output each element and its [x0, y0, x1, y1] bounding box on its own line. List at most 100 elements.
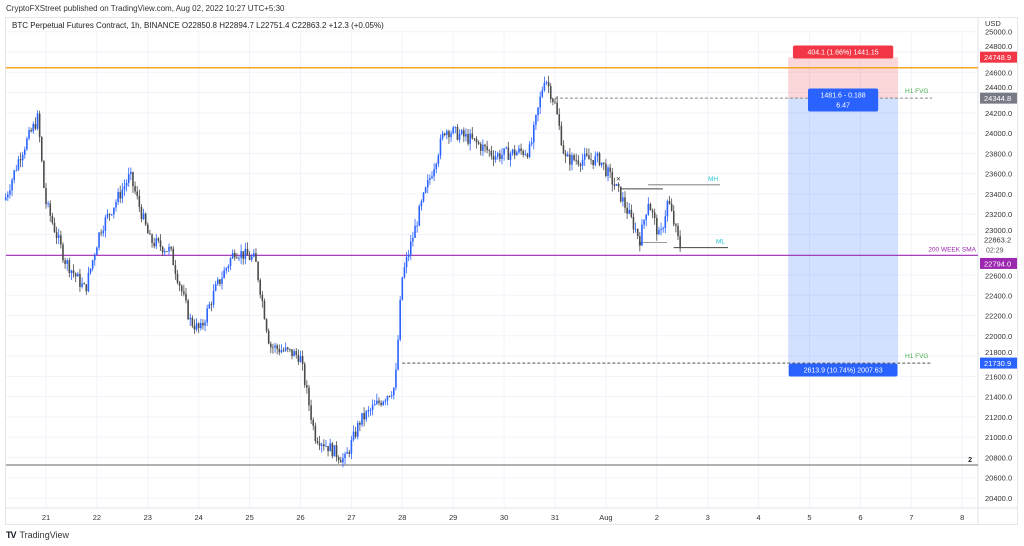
candle-up [376, 400, 378, 405]
candle-down [149, 233, 151, 235]
candle-down [170, 246, 172, 249]
publisher-line: CryptoFXStreet published on TradingView.… [6, 4, 285, 13]
candle-up [494, 156, 497, 160]
time-axis-label: 27 [347, 513, 355, 522]
candle-down [586, 153, 588, 156]
candle-down [522, 151, 524, 155]
candle-up [168, 246, 170, 252]
candle-down [337, 457, 340, 461]
price-axis-label: 23000.0 [985, 226, 1012, 235]
candle-down [312, 419, 315, 426]
candle-down [513, 149, 516, 156]
candle-up [325, 445, 327, 447]
candle-up [571, 155, 573, 165]
price-axis-label: 21400.0 [985, 393, 1012, 402]
candle-up [17, 159, 20, 170]
candle-down [153, 243, 155, 247]
candle-up [238, 257, 240, 259]
candle-up [244, 248, 247, 259]
candle-up [607, 167, 609, 177]
candle-down [471, 133, 474, 139]
bar-countdown: 02:29 [986, 247, 1004, 254]
candle-up [429, 178, 431, 181]
candle-up [115, 201, 117, 208]
candle-down [573, 155, 575, 160]
candle-down [174, 265, 177, 274]
candle-down [289, 348, 291, 350]
candle-up [382, 401, 385, 405]
price-axis-label: 23600.0 [985, 170, 1012, 179]
candle-down [187, 300, 189, 320]
candle-up [299, 356, 302, 362]
candle-up [227, 266, 230, 269]
candle-up [399, 299, 401, 340]
candle-up [208, 304, 211, 309]
candle-up [511, 149, 514, 154]
candle-down [492, 155, 495, 160]
candle-down [74, 273, 77, 277]
price-axis-label: 23400.0 [985, 190, 1012, 199]
candle-up [32, 123, 35, 132]
candle-down [335, 445, 338, 458]
candle-up [320, 444, 323, 446]
candle-up [615, 183, 618, 186]
candle-up [9, 190, 11, 195]
stop-price-tag: 24748.9 [984, 53, 1011, 62]
candle-up [329, 443, 331, 452]
candle-up [516, 152, 518, 156]
tradingview-logo-mark: TV [6, 530, 16, 540]
tradingview-logo[interactable]: TV TradingView [6, 530, 69, 540]
candle-down [68, 260, 71, 273]
candle-down [520, 148, 522, 152]
candle-down [653, 212, 656, 218]
candle-down [246, 248, 249, 256]
candle-down [479, 143, 482, 151]
stop-loss-label: 404.1 (1.66%) 1441.15 [807, 50, 878, 57]
time-axis-label: 22 [93, 513, 101, 522]
candle-up [469, 133, 471, 144]
candle-up [77, 273, 79, 277]
candle-down [656, 217, 658, 235]
candle-up [352, 431, 355, 440]
candle-down [53, 222, 56, 233]
time-axis-label: 31 [551, 513, 559, 522]
candle-up [435, 163, 438, 169]
candle-down [161, 246, 164, 253]
candle-down [197, 323, 200, 329]
candle-up [641, 224, 643, 246]
candle-up [407, 254, 410, 258]
candle-down [473, 138, 476, 140]
candle-up [622, 197, 624, 202]
candle-up [412, 237, 414, 242]
candle-down [630, 209, 633, 217]
candle-down [62, 244, 64, 261]
candle-up [403, 267, 406, 278]
candle-down [261, 294, 264, 301]
price-axis-label: 24200.0 [985, 109, 1012, 118]
candle-up [416, 225, 418, 227]
candle-up [346, 452, 348, 454]
candle-up [405, 257, 408, 268]
candle-down [388, 396, 391, 397]
price-axis-label: 22400.0 [985, 291, 1012, 300]
candle-up [361, 413, 363, 425]
candle-down [363, 413, 365, 420]
candle-up [420, 201, 423, 206]
candle-up [395, 369, 397, 388]
sma-price-tag: 22794.0 [984, 259, 1011, 268]
candle-up [356, 422, 359, 437]
candle-up [581, 159, 584, 166]
candle-down [314, 425, 317, 442]
candle-down [278, 348, 281, 353]
candle-up [460, 130, 463, 134]
mh-label: MH [708, 176, 718, 183]
candle-up [121, 189, 124, 199]
candle-down [507, 147, 510, 160]
candle-up [426, 180, 429, 188]
candle-down [477, 142, 480, 144]
candle-up [66, 260, 69, 264]
candle-up [386, 396, 389, 401]
candle-down [672, 210, 675, 225]
candle-down [339, 460, 342, 463]
